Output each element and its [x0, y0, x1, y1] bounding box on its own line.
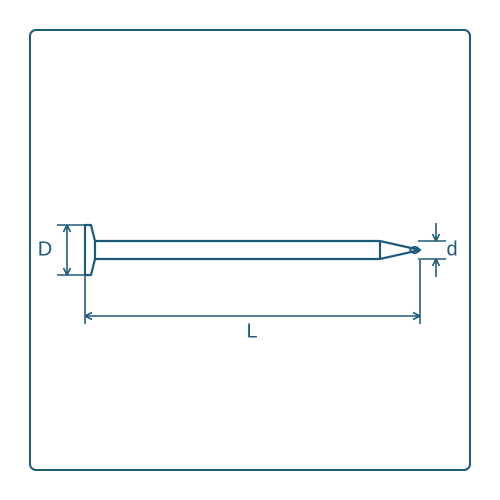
dim-d-label: d: [446, 238, 457, 260]
dim-L-label: L: [246, 320, 257, 342]
dim-D-label: D: [38, 238, 52, 260]
nail-tip-outline: [380, 241, 420, 259]
nail-head: [85, 225, 95, 275]
